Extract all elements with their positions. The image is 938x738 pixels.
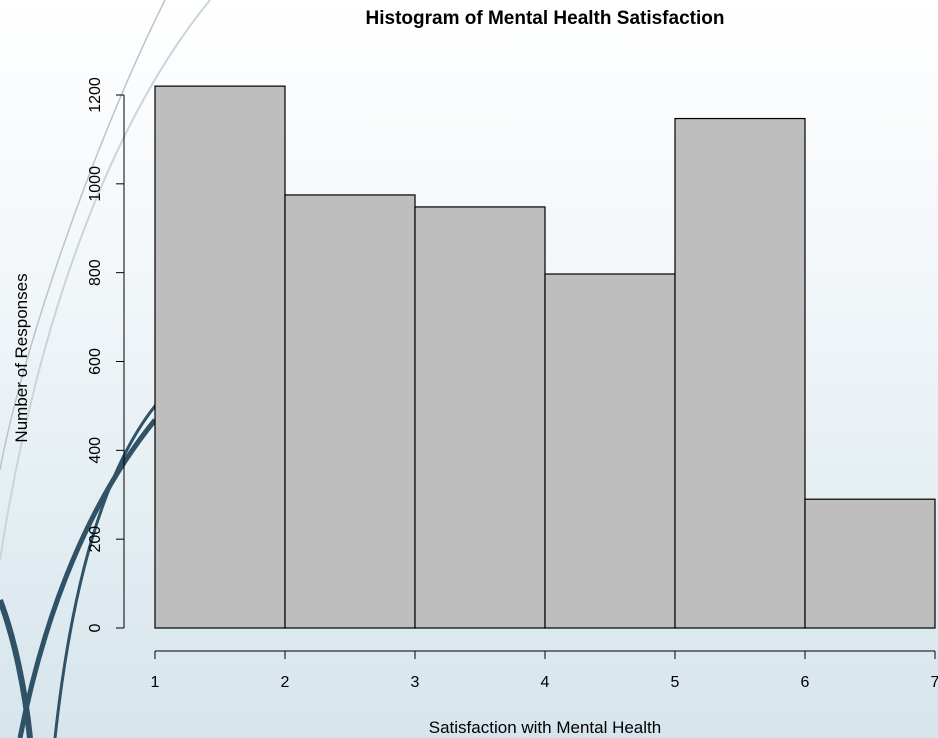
x-tick-label: 5 (671, 674, 680, 691)
x-tick-label: 7 (931, 674, 938, 691)
histogram-bar (284, 194, 416, 629)
decorative-dark-arc-3 (0, 598, 33, 738)
histogram-bar (154, 85, 286, 629)
decorative-light-curve (0, 0, 211, 561)
x-axis-label: Satisfaction with Mental Health (428, 718, 662, 737)
x-tick-label: 2 (281, 674, 290, 691)
decorative-dark-arc-2 (53, 399, 162, 738)
y-tick-label: 800 (87, 259, 104, 286)
y-tick-label: 200 (87, 526, 104, 553)
y-tick-label: 600 (87, 348, 104, 375)
histogram-bar (804, 498, 936, 629)
y-axis-label: Number of Responses (12, 273, 31, 443)
x-tick-label: 4 (541, 674, 550, 691)
y-tick-label: 1000 (87, 166, 104, 202)
y-tick-label: 400 (87, 437, 104, 464)
histogram-bar (544, 273, 676, 629)
decorative-dark-arc (17, 418, 157, 738)
decorative-gray-curve (0, 0, 166, 471)
histogram-bar (674, 117, 806, 629)
x-tick-label: 6 (801, 674, 810, 691)
x-tick-label: 1 (151, 674, 160, 691)
x-tick-label: 3 (411, 674, 420, 691)
chart-title: Histogram of Mental Health Satisfaction (365, 8, 725, 29)
histogram-bar (414, 206, 546, 629)
y-tick-label: 1200 (87, 77, 104, 113)
y-tick-label: 0 (87, 623, 104, 632)
